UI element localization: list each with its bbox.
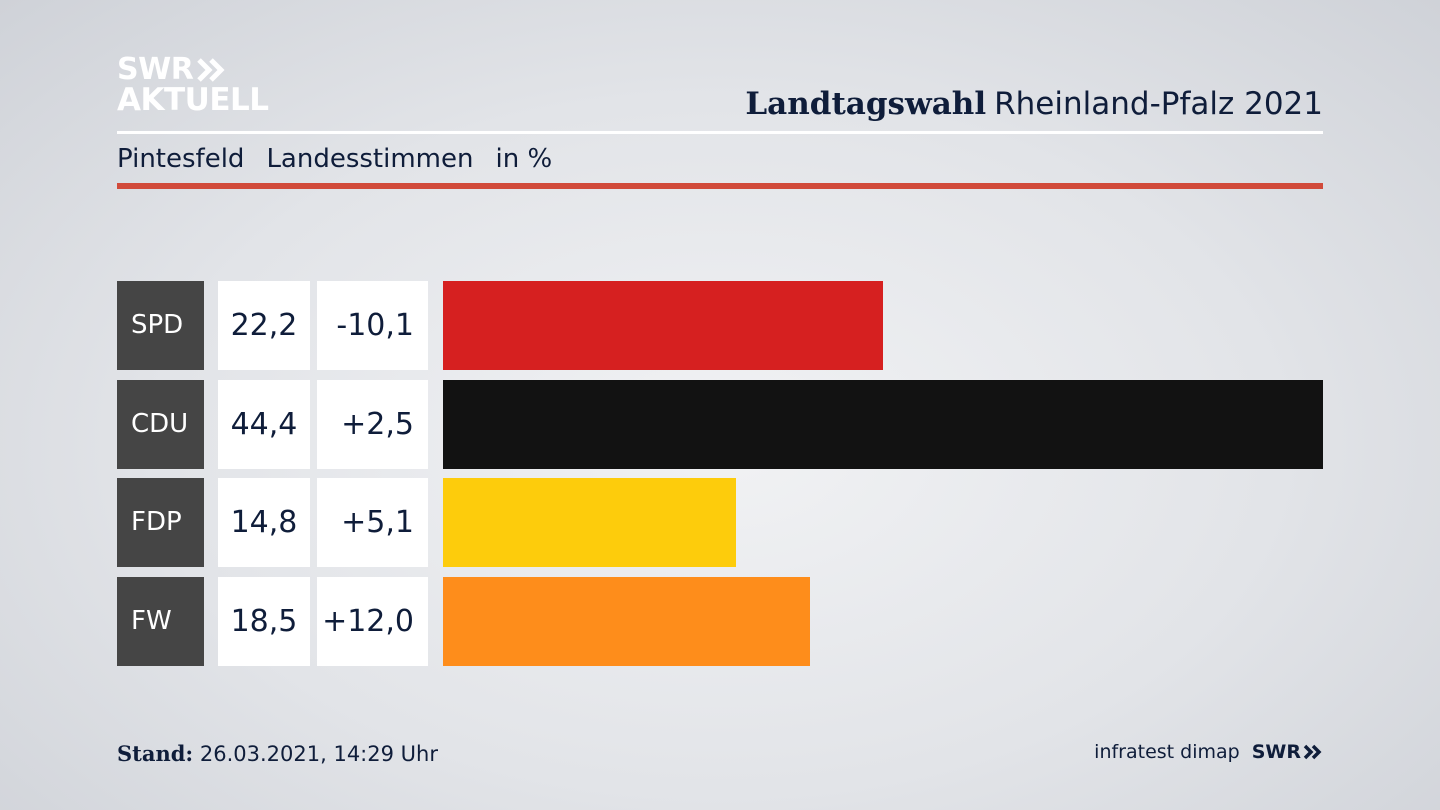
title-divider [117, 131, 1323, 134]
double-chevron-icon [1303, 744, 1322, 760]
party-label: FDP [117, 478, 204, 567]
party-label: FW [117, 576, 204, 666]
swr-small-logo: SWR [1252, 741, 1323, 763]
swr-small-text: SWR [1251, 741, 1301, 763]
subtitle-unit: in % [495, 144, 553, 174]
subtitle: Pintesfeld Landesstimmen in % [117, 144, 574, 174]
subtitle-place: Pintesfeld [117, 144, 245, 174]
title-rest: Rheinland-Pfalz 2021 [994, 86, 1323, 122]
stand-label: Stand: [117, 741, 194, 766]
result-bar [443, 576, 810, 666]
vote-change-value: -10,1 [317, 281, 428, 370]
logo-line2: AKTUELL [117, 82, 269, 118]
vote-change-value: +2,5 [317, 379, 428, 469]
source-label: infratest dimap [1094, 741, 1240, 763]
result-bar [443, 478, 736, 567]
title-bold: Landtagswahl [745, 86, 987, 122]
stand-value: 26.03.2021, 14:29 Uhr [199, 742, 438, 766]
subtitle-divider [117, 183, 1323, 189]
timestamp: Stand: 26.03.2021, 14:29 Uhr [117, 741, 438, 766]
vote-share-value: 44,4 [218, 379, 310, 469]
page-title: Landtagswahl Rheinland-Pfalz 2021 [745, 86, 1323, 122]
double-chevron-icon [197, 57, 225, 82]
vote-change-value: +12,0 [317, 576, 428, 666]
vote-change-value: +5,1 [317, 478, 428, 567]
vote-share-value: 18,5 [218, 576, 310, 666]
result-bar [443, 379, 1323, 469]
swr-aktuell-logo: SWR AKTUELL [117, 54, 269, 116]
party-label: SPD [117, 281, 204, 370]
result-bar [443, 281, 883, 370]
vote-share-value: 22,2 [218, 281, 310, 370]
logo-line1: SWR [117, 52, 194, 87]
source-credit: infratest dimap SWR [1094, 741, 1323, 763]
subtitle-metric: Landesstimmen [266, 144, 474, 174]
party-label: CDU [117, 379, 204, 469]
vote-share-value: 14,8 [218, 478, 310, 567]
